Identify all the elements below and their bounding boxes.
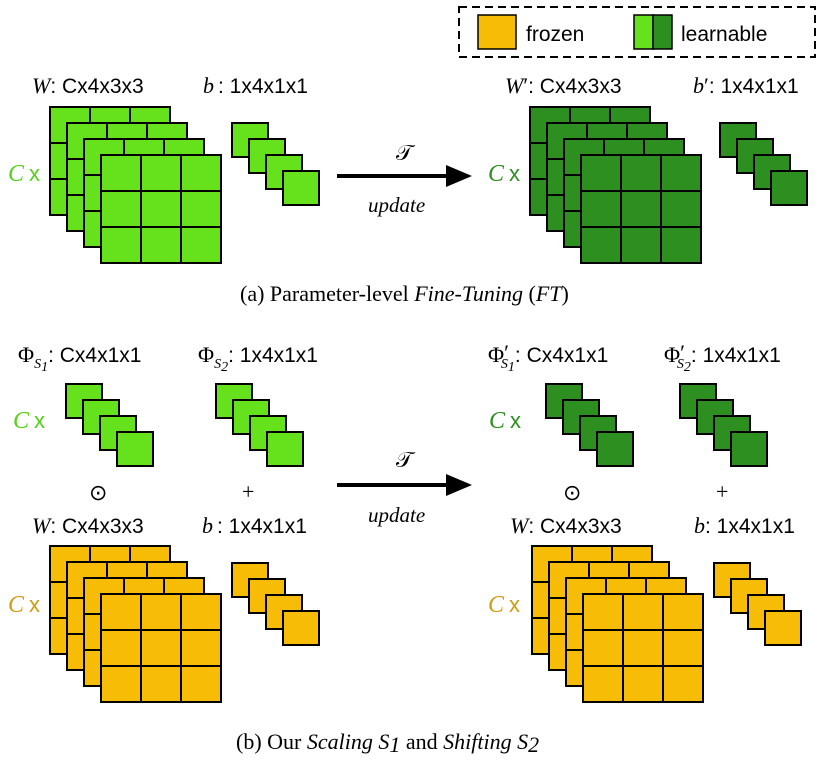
phi-s2-stack-left: [215, 383, 304, 467]
phi-s2-stack-right: [679, 383, 768, 467]
w-stack-a-left: [49, 106, 222, 264]
arrow-a-top-label: 𝒯: [396, 140, 416, 165]
plus-right: +: [716, 479, 728, 504]
legend-learnable-swatch-dark: [652, 14, 673, 50]
w-stack-a-right: [529, 106, 702, 264]
b-stack-a-right: [719, 122, 808, 206]
plus-left: +: [242, 479, 254, 504]
b-stack-b-left-cell-4: [282, 610, 320, 646]
b-stack-b-left: [231, 562, 320, 646]
legend-learnable-label: learnable: [681, 23, 767, 46]
w-stack-a-right-layer-4: [580, 154, 702, 264]
legend-learnable-swatch-light: [633, 14, 654, 50]
b-stack-b-right-cell-4: [764, 610, 802, 646]
b-stack-a-left: [231, 122, 320, 206]
b-stack-a-right-cell-4: [770, 170, 808, 206]
phi-s1-stack-left-cell-4: [116, 431, 154, 467]
w-stack-b-right: [531, 545, 704, 703]
part-b-labels: ΦS1: Cx4x1x1 ΦS2: 1x4x1x1 Φ′S1: Cx4x1x1 …: [8, 340, 795, 618]
arrow-a-head: [446, 165, 472, 187]
part-a-labels: W: Cx4x3x3 b: 1x4x1x1 W′: Cx4x3x3 b′: 1x…: [8, 73, 799, 187]
odot-left: ⊙: [89, 480, 107, 505]
w-stack-b-right-layer-4: [582, 593, 704, 703]
label-w-b-left: W: Cx4x3x3: [32, 513, 144, 538]
arrow-b-bottom-label: update: [368, 503, 425, 527]
label-wp-a: W′: Cx4x3x3: [505, 73, 622, 98]
arrow-b: 𝒯 update: [337, 447, 472, 527]
caption-a: (a) Parameter-level Fine-Tuning (FT): [240, 281, 569, 306]
label-b-b-left: b: 1x4x1x1: [202, 513, 307, 538]
caption-b: (b) Our Scaling S1 and Shifting S2: [236, 729, 539, 757]
b-stack-b-right: [713, 562, 802, 646]
phi-s1-stack-left: [65, 383, 154, 467]
kernel-stacks: [49, 106, 808, 703]
legend-frozen-swatch: [477, 14, 517, 50]
label-w-b-right: W: Cx4x3x3: [510, 513, 622, 538]
label-bp-a: b′: 1x4x1x1: [693, 73, 799, 98]
label-phi-s2p-b: Φ′S2: 1x4x1x1: [664, 340, 781, 375]
legend: frozen learnable: [458, 6, 816, 58]
label-phi-s2-b: ΦS2: 1x4x1x1: [198, 342, 318, 375]
arrow-a: 𝒯 update: [337, 140, 472, 217]
phi-s1-stack-right-cell-4: [596, 431, 634, 467]
w-stack-a-left-layer-4: [100, 154, 222, 264]
label-phi-s1-b: ΦS1: Cx4x1x1: [18, 342, 141, 375]
phi-s1-stack-right: [545, 383, 634, 467]
legend-box: [458, 6, 816, 58]
phi-s2-stack-left-cell-4: [266, 431, 304, 467]
w-stack-b-left-layer-4: [100, 593, 222, 703]
label-phi-s1p-b: Φ′S1: Cx4x1x1: [488, 340, 608, 375]
label-b-b-right: b: 1x4x1x1: [694, 513, 795, 538]
arrow-b-top-label: 𝒯: [396, 447, 416, 472]
legend-frozen-label: frozen: [526, 23, 584, 46]
odot-right: ⊙: [563, 480, 581, 505]
phi-s2-stack-right-cell-4: [730, 431, 768, 467]
arrow-b-head: [446, 474, 472, 496]
b-stack-a-left-cell-4: [282, 170, 320, 206]
label-w-a: W: Cx4x3x3: [32, 73, 144, 98]
w-stack-b-left: [49, 545, 222, 703]
arrow-a-bottom-label: update: [368, 193, 425, 217]
label-b-a: b: 1x4x1x1: [203, 73, 308, 98]
